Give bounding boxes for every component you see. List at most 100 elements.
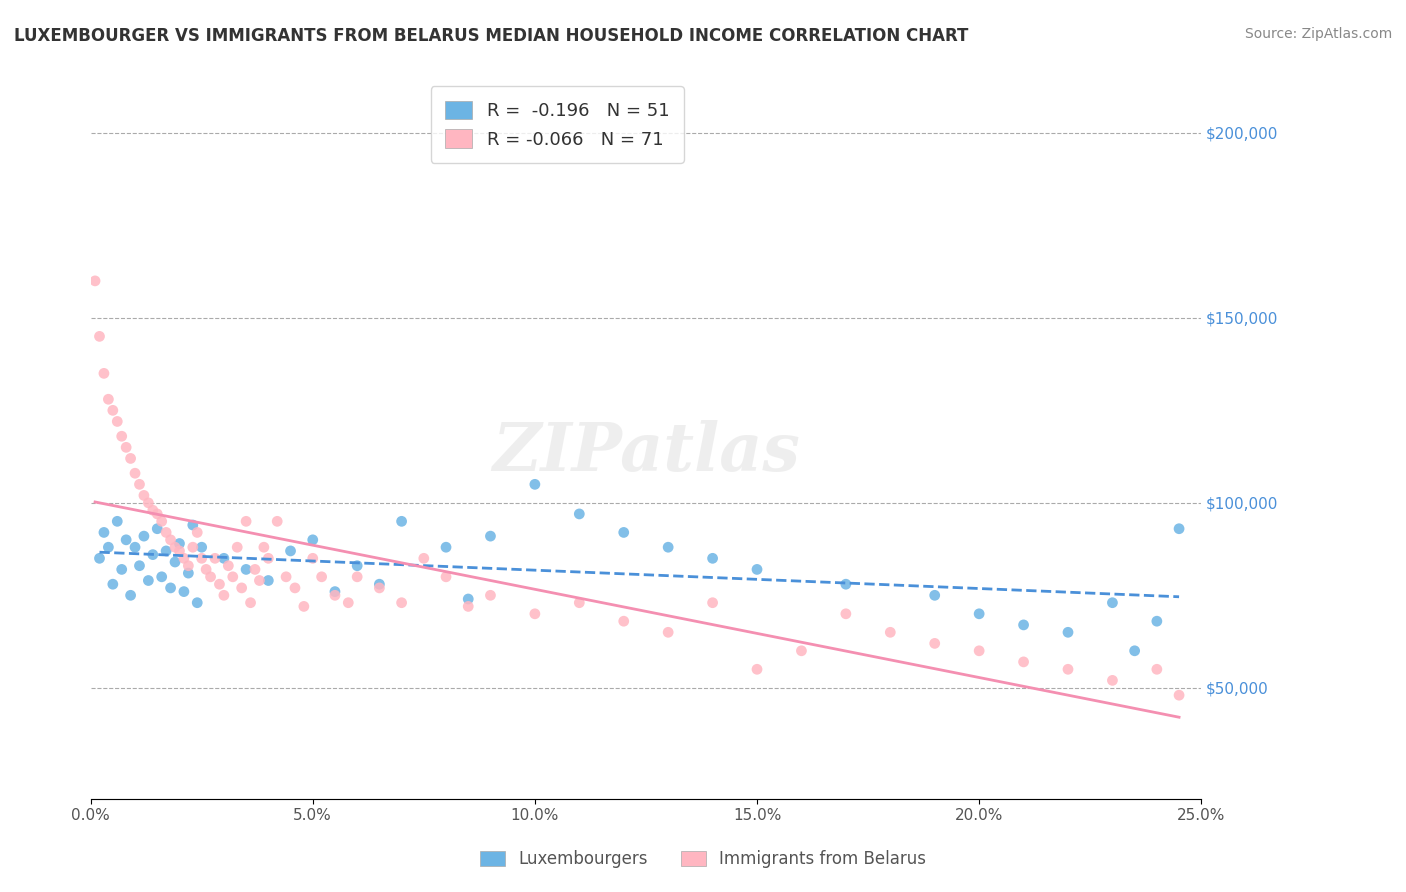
- Point: [412, 551, 434, 566]
- Point: [190, 540, 212, 554]
- Point: [115, 533, 138, 547]
- Point: [169, 536, 191, 550]
- Point: [266, 514, 288, 528]
- Point: [173, 584, 195, 599]
- Point: [1101, 673, 1123, 688]
- Point: [274, 570, 297, 584]
- Point: [323, 588, 346, 602]
- Point: [186, 596, 208, 610]
- Point: [115, 441, 138, 455]
- Point: [284, 581, 307, 595]
- Point: [200, 570, 222, 584]
- Point: [301, 533, 323, 547]
- Point: [89, 551, 111, 566]
- Point: [391, 514, 413, 528]
- Point: [124, 467, 146, 481]
- Point: [1012, 655, 1035, 669]
- Point: [105, 514, 128, 528]
- Point: [790, 644, 813, 658]
- Point: [967, 607, 990, 621]
- Point: [835, 577, 858, 591]
- Point: [124, 540, 146, 554]
- Point: [301, 551, 323, 566]
- Point: [346, 558, 368, 573]
- Point: [1168, 522, 1191, 536]
- Point: [434, 540, 457, 554]
- Point: [190, 551, 212, 566]
- Point: [97, 540, 120, 554]
- Point: [657, 540, 679, 554]
- Point: [457, 592, 479, 607]
- Point: [967, 644, 990, 658]
- Point: [186, 525, 208, 540]
- Point: [217, 558, 239, 573]
- Point: [128, 477, 150, 491]
- Point: [249, 574, 271, 588]
- Point: [138, 574, 160, 588]
- Point: [105, 414, 128, 428]
- Point: [1146, 614, 1168, 628]
- Point: [101, 577, 124, 591]
- Point: [1168, 688, 1191, 702]
- Point: [1146, 662, 1168, 676]
- Point: [97, 392, 120, 407]
- Point: [479, 529, 502, 543]
- Text: Source: ZipAtlas.com: Source: ZipAtlas.com: [1244, 27, 1392, 41]
- Point: [235, 514, 257, 528]
- Point: [1012, 618, 1035, 632]
- Point: [745, 562, 768, 576]
- Point: [1101, 596, 1123, 610]
- Text: LUXEMBOURGER VS IMMIGRANTS FROM BELARUS MEDIAN HOUSEHOLD INCOME CORRELATION CHAR: LUXEMBOURGER VS IMMIGRANTS FROM BELARUS …: [14, 27, 969, 45]
- Point: [1057, 662, 1080, 676]
- Point: [745, 662, 768, 676]
- Point: [337, 596, 360, 610]
- Point: [169, 544, 191, 558]
- Point: [523, 477, 546, 491]
- Point: [120, 451, 142, 466]
- Point: [163, 540, 186, 554]
- Point: [434, 570, 457, 584]
- Point: [613, 614, 636, 628]
- Point: [204, 551, 226, 566]
- Point: [163, 555, 186, 569]
- Point: [239, 596, 262, 610]
- Point: [101, 403, 124, 417]
- Point: [222, 570, 245, 584]
- Point: [181, 540, 204, 554]
- Legend: R =  -0.196   N = 51, R = -0.066   N = 71: R = -0.196 N = 51, R = -0.066 N = 71: [430, 87, 683, 163]
- Point: [368, 581, 391, 595]
- Point: [89, 329, 111, 343]
- Point: [1123, 644, 1146, 658]
- Point: [177, 558, 200, 573]
- Point: [568, 596, 591, 610]
- Point: [111, 429, 134, 443]
- Point: [1057, 625, 1080, 640]
- Point: [924, 636, 946, 650]
- Point: [173, 551, 195, 566]
- Point: [120, 588, 142, 602]
- Point: [146, 507, 169, 521]
- Legend: Luxembourgers, Immigrants from Belarus: Luxembourgers, Immigrants from Belarus: [472, 844, 934, 875]
- Point: [368, 577, 391, 591]
- Point: [159, 581, 181, 595]
- Point: [195, 562, 218, 576]
- Point: [208, 577, 231, 591]
- Point: [150, 514, 173, 528]
- Point: [132, 488, 155, 502]
- Point: [702, 551, 724, 566]
- Point: [702, 596, 724, 610]
- Point: [257, 551, 280, 566]
- Point: [253, 540, 276, 554]
- Point: [568, 507, 591, 521]
- Point: [111, 562, 134, 576]
- Point: [93, 367, 115, 381]
- Point: [181, 518, 204, 533]
- Point: [523, 607, 546, 621]
- Point: [142, 503, 165, 517]
- Point: [479, 588, 502, 602]
- Point: [323, 584, 346, 599]
- Point: [155, 544, 177, 558]
- Point: [226, 540, 249, 554]
- Point: [657, 625, 679, 640]
- Point: [257, 574, 280, 588]
